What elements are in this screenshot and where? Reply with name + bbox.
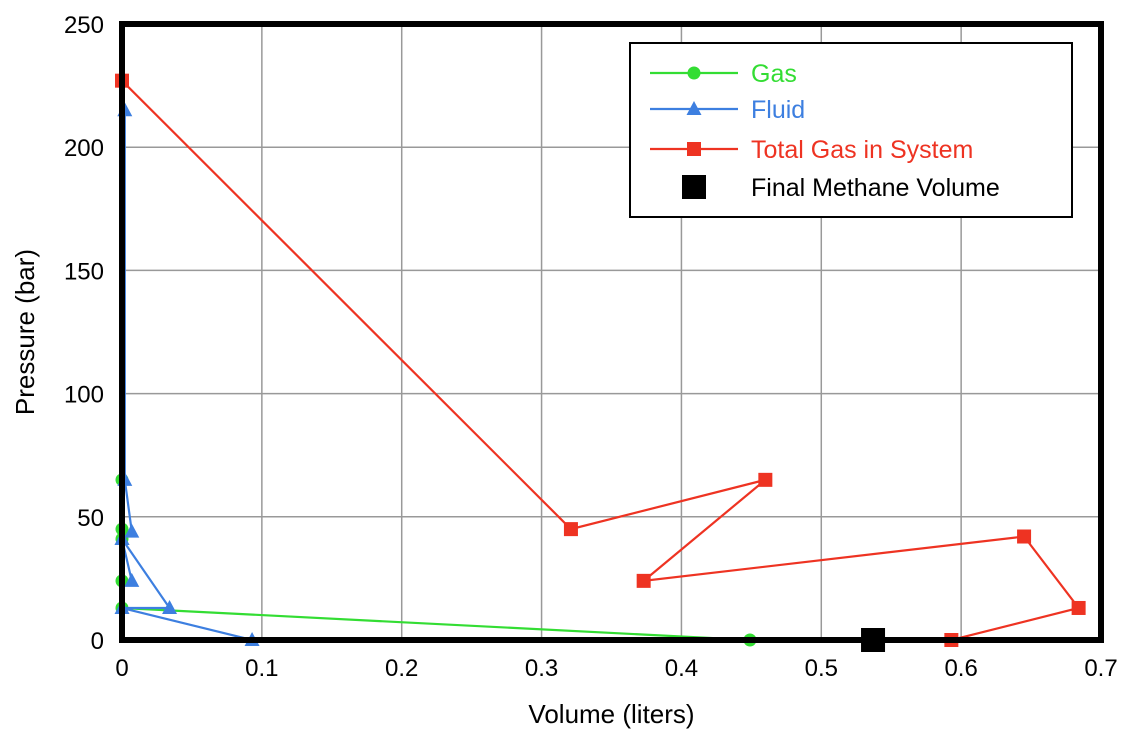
data-point [636, 573, 651, 588]
legend-label: Total Gas in System [751, 136, 973, 164]
plot-frame [119, 21, 1104, 643]
data-point [1017, 529, 1032, 544]
series-gas [115, 473, 757, 647]
y-tick-label: 250 [64, 12, 104, 39]
data-point [563, 522, 578, 537]
y-tick-label: 150 [64, 258, 104, 285]
x-tick-label: 0.6 [944, 655, 977, 682]
x-tick-label: 0.3 [525, 655, 558, 682]
x-tick-label: 0.1 [245, 655, 278, 682]
series-total-gas-in-system [115, 73, 1086, 647]
legend-marker [687, 66, 701, 80]
legend: Gas Fluid Total Gas in System Final Methane… [629, 42, 1073, 218]
y-tick-label: 200 [64, 135, 104, 162]
y-tick-label: 0 [91, 628, 104, 655]
x-tick-label: 0.7 [1084, 655, 1117, 682]
data-point [1071, 600, 1086, 615]
series-line [120, 479, 751, 642]
x-tick-label: 0.2 [385, 655, 418, 682]
data-point [758, 472, 773, 487]
x-tick-label: 0 [115, 655, 128, 682]
series-layer [114, 73, 1086, 652]
x-axis-title: Volume (liters) [528, 699, 694, 729]
axis-ticks: 0 0.1 0.2 0.3 0.4 0.5 0.6 0.7 0 50 100 150 200 250 [64, 12, 1118, 682]
x-tick-label: 0.4 [665, 655, 698, 682]
data-point [124, 523, 140, 538]
legend-label: Gas [751, 60, 797, 88]
legend-marker [687, 142, 701, 156]
y-tick-label: 100 [64, 382, 104, 409]
legend-label: Final Methane Volume [751, 174, 1000, 202]
data-point [162, 599, 178, 614]
x-tick-label: 0.5 [805, 655, 838, 682]
legend-marker [682, 175, 706, 199]
series-fluid [114, 102, 260, 646]
y-axis-title: Pressure (bar) [10, 249, 40, 415]
y-tick-label: 50 [77, 505, 104, 532]
legend-label: Fluid [751, 96, 805, 124]
data-point [124, 572, 140, 587]
legend-marker [686, 101, 702, 115]
